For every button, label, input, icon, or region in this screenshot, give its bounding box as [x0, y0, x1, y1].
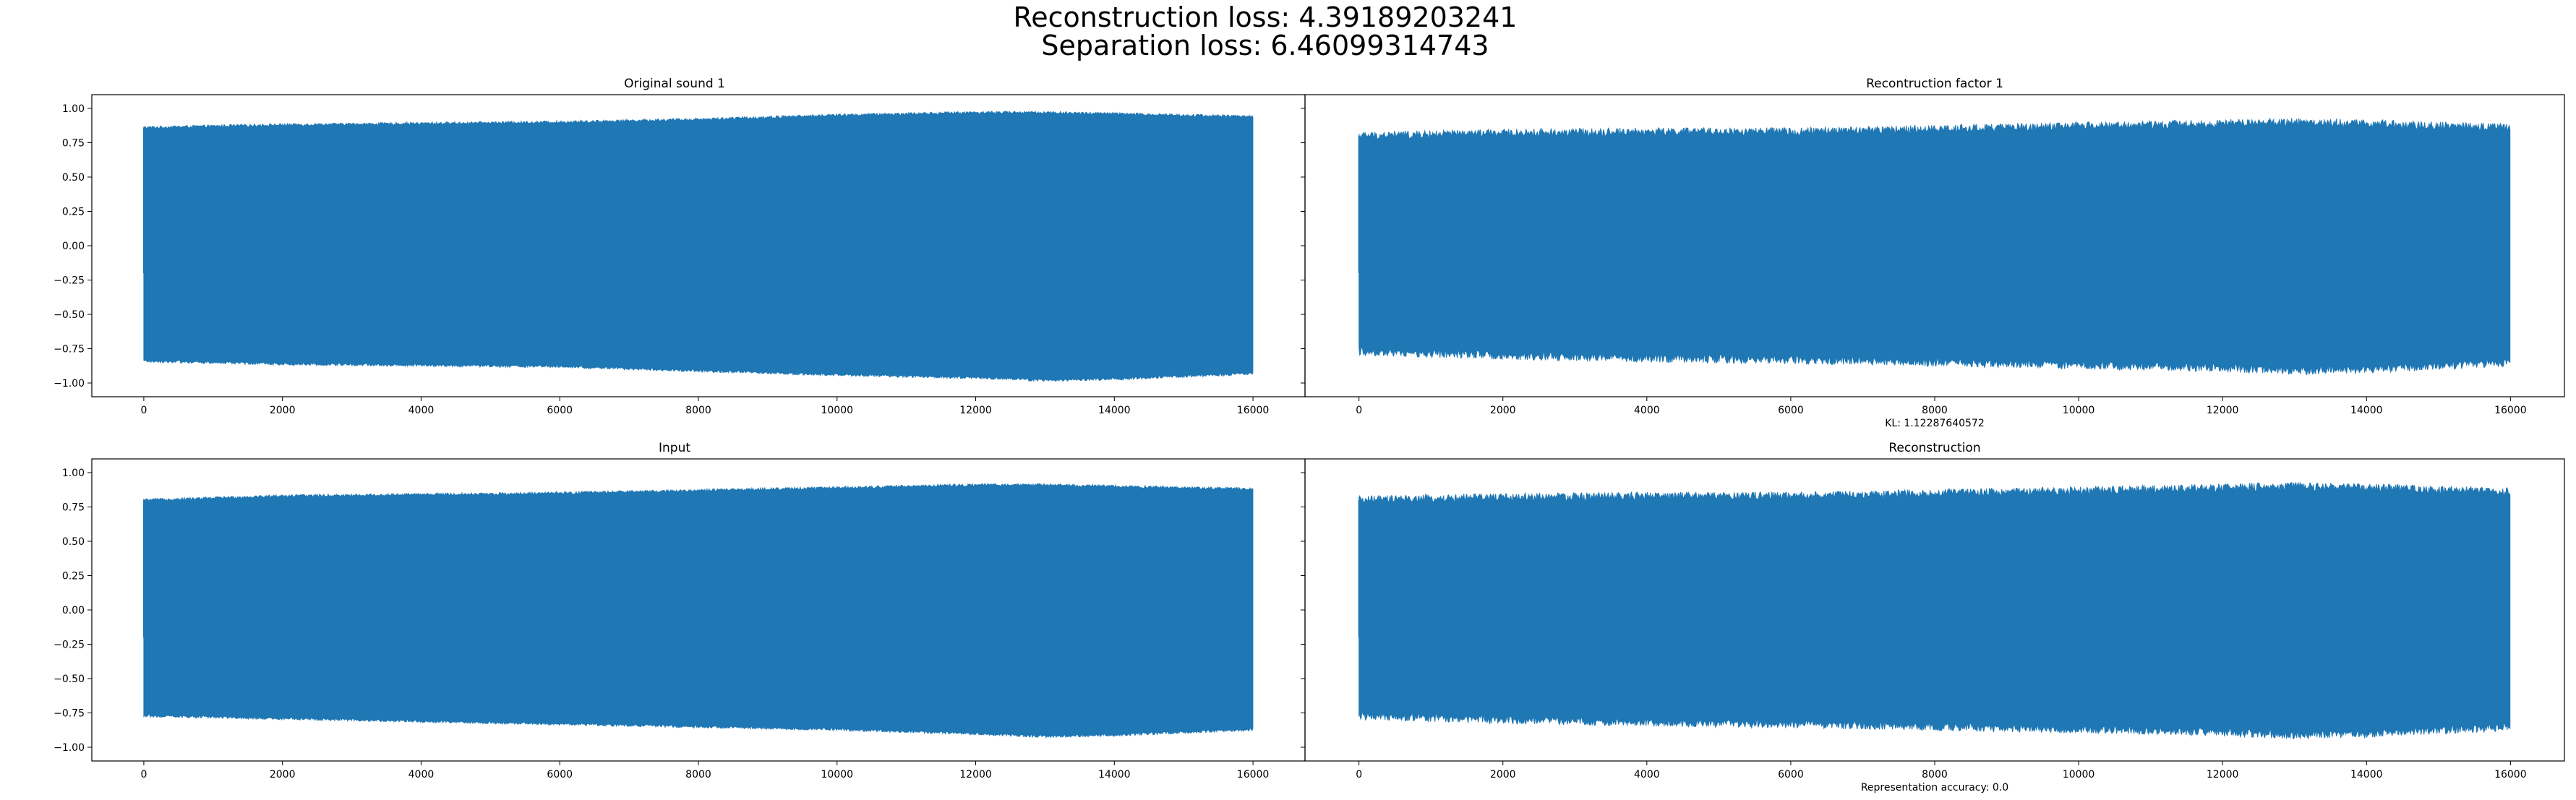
- x-tick-label: 2000: [270, 405, 296, 416]
- axes-reconstruction: 0 2000 4000 6000 8000 10000 12000 14000 16000: [1301, 458, 2565, 780]
- x-tick-label: 2000: [270, 769, 296, 780]
- subplot-reconstruction-factor-1: Recontruction factor 1 KL: 1.12287640572: [1866, 77, 2003, 429]
- x-tick-label: 16000: [1237, 769, 1270, 780]
- x-tick-label: 12000: [959, 405, 992, 416]
- y-tick-label: 0.00: [62, 605, 85, 616]
- x-tick-label: 10000: [2063, 769, 2095, 780]
- x-tick-label: 0: [1356, 769, 1362, 780]
- x-tick-label: 6000: [1778, 405, 1804, 416]
- y-tick-label: −0.50: [54, 674, 85, 685]
- subplot-title: Recontruction factor 1: [1866, 77, 2003, 91]
- x-tick-label: 6000: [547, 769, 573, 780]
- y-tick-label: 0.25: [62, 571, 85, 582]
- y-tick-label: −0.50: [54, 309, 85, 321]
- x-tick-label: 6000: [547, 405, 573, 416]
- axes-reconstruction-factor-1: 0 2000 4000 6000 8000 10000 12000 14000 16000: [1301, 94, 2565, 416]
- x-tick-label: 10000: [821, 769, 853, 780]
- x-tick-label: 10000: [821, 405, 853, 416]
- subplot-original-sound-1: Original sound 1: [624, 77, 725, 91]
- subplot-title: Input: [659, 441, 690, 455]
- y-tick-label: 1.00: [62, 103, 85, 115]
- x-tick-label: 0: [140, 769, 147, 780]
- y-tick-label: 0.25: [62, 207, 85, 218]
- subplot-reconstruction: Reconstruction Representation accuracy: …: [1861, 441, 2008, 793]
- y-tick-label: −0.25: [54, 275, 85, 287]
- x-tick-label: 14000: [2350, 769, 2383, 780]
- x-tick-label: 4000: [408, 769, 435, 780]
- y-tick-label: −1.00: [54, 742, 85, 754]
- x-tick-label: 2000: [1490, 405, 1516, 416]
- subplot-input: Input: [659, 441, 690, 455]
- y-tick-label: 0.75: [62, 502, 85, 514]
- waveform-series-line: [143, 482, 1254, 739]
- x-tick-label: 14000: [1098, 769, 1131, 780]
- y-tick-label: 0.75: [62, 138, 85, 150]
- subplot-xlabel-kl: KL: 1.12287640572: [1885, 418, 1984, 429]
- x-tick-label: 16000: [2494, 405, 2527, 416]
- x-tick-label: 14000: [2350, 405, 2383, 416]
- x-tick-label: 0: [140, 405, 147, 416]
- x-tick-label: 16000: [2494, 769, 2527, 780]
- x-tick-label: 8000: [685, 405, 711, 416]
- x-tick-label: 12000: [2207, 769, 2239, 780]
- x-tick-label: 6000: [1778, 769, 1804, 780]
- waveform-series-line: [1358, 481, 2511, 740]
- x-tick-label: 0: [1356, 405, 1362, 416]
- y-tick-label: −0.25: [54, 640, 85, 651]
- x-tick-label: 8000: [685, 769, 711, 780]
- x-tick-label: 4000: [1634, 769, 1660, 780]
- x-tick-label: 16000: [1237, 405, 1270, 416]
- axes-original-sound-1: 0 2000 4000 6000 8000 10000 12000 14000 16000 1.0…: [54, 94, 1306, 416]
- figure-title-line-1: Reconstruction loss: 4.39189203241: [1014, 1, 1518, 33]
- y-tick-label: −1.00: [54, 378, 85, 390]
- waveform-series-line: [1358, 117, 2511, 375]
- x-tick-label: 12000: [2207, 405, 2239, 416]
- x-tick-label: 8000: [1922, 405, 1948, 416]
- y-tick-label: −0.75: [54, 344, 85, 356]
- y-tick-label: 0.00: [62, 241, 85, 252]
- y-tick-label: 0.50: [62, 536, 85, 548]
- subplot-title: Original sound 1: [624, 77, 725, 91]
- axes-input: 0 2000 4000 6000 8000 10000 12000 14000 16000 1.0…: [54, 458, 1306, 780]
- x-tick-label: 12000: [959, 769, 992, 780]
- figure-title-line-2: Separation loss: 6.46099314743: [1041, 30, 1489, 61]
- waveform-series-line: [143, 110, 1254, 382]
- y-tick-label: 1.00: [62, 468, 85, 479]
- y-tick-label: −0.75: [54, 708, 85, 720]
- x-tick-label: 10000: [2063, 405, 2095, 416]
- x-tick-label: 4000: [408, 405, 435, 416]
- x-tick-label: 4000: [1634, 405, 1660, 416]
- x-tick-label: 14000: [1098, 405, 1131, 416]
- x-tick-label: 2000: [1490, 769, 1516, 780]
- y-tick-label: 0.50: [62, 172, 85, 184]
- subplot-xlabel-accuracy: Representation accuracy: 0.0: [1861, 782, 2008, 793]
- subplot-title: Reconstruction: [1888, 441, 1980, 455]
- x-tick-label: 8000: [1922, 769, 1948, 780]
